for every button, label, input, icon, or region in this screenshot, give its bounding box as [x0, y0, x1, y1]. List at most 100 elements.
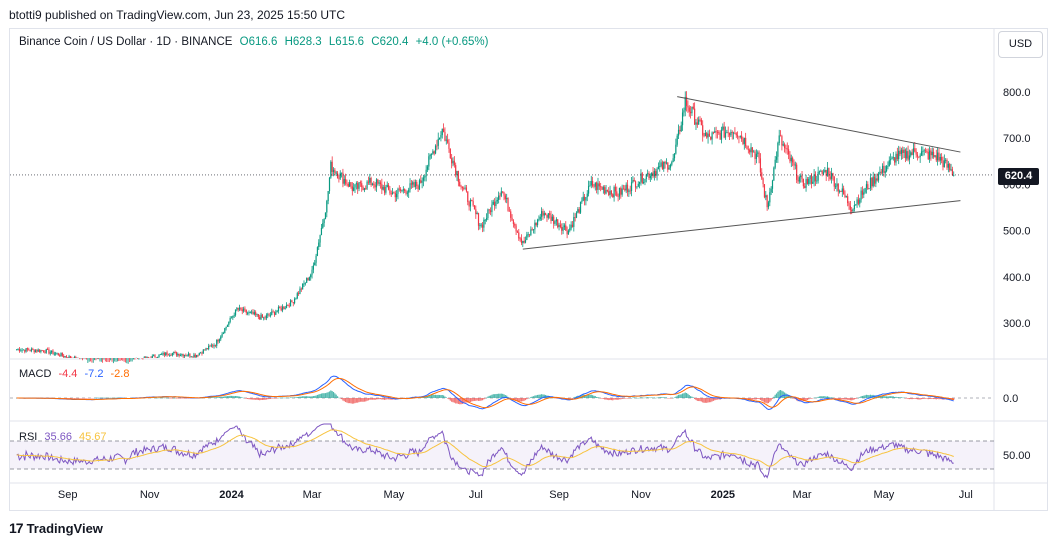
candle-body [293, 298, 296, 304]
candle-body [304, 282, 306, 284]
macd-histogram-bar [452, 398, 454, 403]
tradingview-logo[interactable]: 17 TradingView [9, 520, 103, 536]
chart-frame[interactable] [9, 28, 1048, 511]
macd-histogram-bar [85, 398, 88, 399]
ohlc-open: O616.6 [239, 36, 278, 48]
candle-body [923, 150, 925, 152]
macd-histogram-bar [111, 397, 113, 399]
macd-histogram-bar [73, 398, 76, 399]
candle-body [416, 181, 418, 187]
macd-histogram-bar [229, 395, 231, 398]
candle-body [912, 148, 915, 155]
macd-label[interactable]: MACD [19, 368, 52, 380]
candle-body [593, 185, 595, 187]
macd-histogram-bar [637, 397, 639, 399]
candle-body [391, 192, 394, 195]
macd-histogram-bar [503, 394, 505, 398]
macd-histogram-bar [375, 398, 378, 400]
candle-body [477, 213, 480, 226]
candle-body [869, 177, 872, 189]
candle-body [238, 307, 241, 310]
candle-body [195, 354, 198, 358]
candle-body [194, 354, 196, 358]
candle-body [225, 326, 227, 329]
macd-histogram-bar [860, 396, 862, 398]
candle-body [459, 181, 461, 186]
macd-histogram-bar [445, 397, 447, 398]
macd-histogram-bar [531, 396, 533, 398]
candle-body [328, 177, 331, 192]
candle-body [694, 108, 696, 125]
candle-body [906, 151, 908, 159]
candle-body [573, 217, 575, 227]
macd-histogram-bar [918, 398, 920, 400]
candle-body [475, 209, 477, 215]
candle-body [559, 224, 561, 227]
macd-histogram-bar [112, 397, 114, 399]
macd-histogram-bar [507, 396, 509, 398]
publish-caption: btotti9 published on TradingView.com, Ju… [9, 8, 345, 22]
macd-histogram-bar [275, 398, 277, 399]
macd-histogram-bar [345, 398, 347, 403]
candle-body [660, 162, 662, 167]
candle-body [652, 172, 654, 177]
macd-histogram-bar [793, 398, 795, 399]
macd-histogram-bar [280, 397, 282, 399]
currency-button[interactable]: USD [998, 31, 1043, 58]
ohlc-low: L615.6 [328, 36, 365, 48]
macd-histogram-bar [633, 397, 635, 398]
candle-body [845, 196, 847, 198]
macd-histogram-bar [855, 398, 857, 399]
candle-body [476, 213, 478, 215]
macd-histogram-bar [88, 398, 90, 399]
macd-histogram-bar [508, 397, 510, 399]
candle-body [920, 151, 923, 156]
macd-histogram-bar [767, 398, 770, 404]
candle-body [322, 223, 324, 229]
macd-histogram-bar [487, 396, 489, 398]
macd-histogram-bar [785, 393, 787, 398]
candle-body [829, 176, 831, 179]
candle-body [22, 349, 25, 351]
candle-body [718, 132, 720, 134]
candle-body [794, 164, 796, 166]
macd-histogram-bar [448, 398, 450, 400]
candle-body [216, 339, 218, 346]
macd-histogram-bar [589, 394, 591, 398]
candle-body [932, 151, 935, 157]
candle-body [413, 182, 415, 187]
candle-body [863, 192, 865, 195]
macd-histogram-bar [347, 398, 349, 404]
macd-histogram-bar [479, 398, 481, 401]
candle-body [436, 145, 438, 147]
macd-histogram-bar [524, 398, 527, 401]
macd-histogram-bar [496, 393, 498, 398]
candle-body [894, 157, 896, 163]
macd-histogram-bar [437, 394, 439, 398]
candle-body [469, 200, 472, 207]
macd-histogram-bar [175, 398, 178, 399]
macd-histogram-bar [930, 398, 932, 400]
macd-histogram-bar [636, 397, 638, 399]
candle-body [805, 179, 807, 188]
candle-body [405, 190, 407, 194]
candle-body [839, 191, 841, 193]
candle-body [636, 186, 638, 188]
candle-body [565, 225, 567, 231]
candle-body [848, 203, 850, 206]
macd-histogram-bar [234, 396, 237, 398]
candle-body [587, 186, 590, 194]
rsi-label[interactable]: RSI [19, 431, 38, 443]
candle-body [318, 242, 320, 248]
candle-body [816, 180, 818, 182]
candle-body [355, 183, 357, 185]
symbol-name[interactable]: Binance Coin / US Dollar · 1D · BINANCE [19, 36, 233, 48]
macd-histogram-bar [810, 398, 813, 399]
macd-histogram-bar [179, 398, 182, 399]
candle-body [204, 349, 206, 351]
macd-histogram-bar [326, 392, 328, 398]
macd-signal-value: -2.8 [110, 368, 130, 380]
macd-histogram-bar [605, 398, 607, 400]
macd-histogram-bar [526, 398, 528, 400]
